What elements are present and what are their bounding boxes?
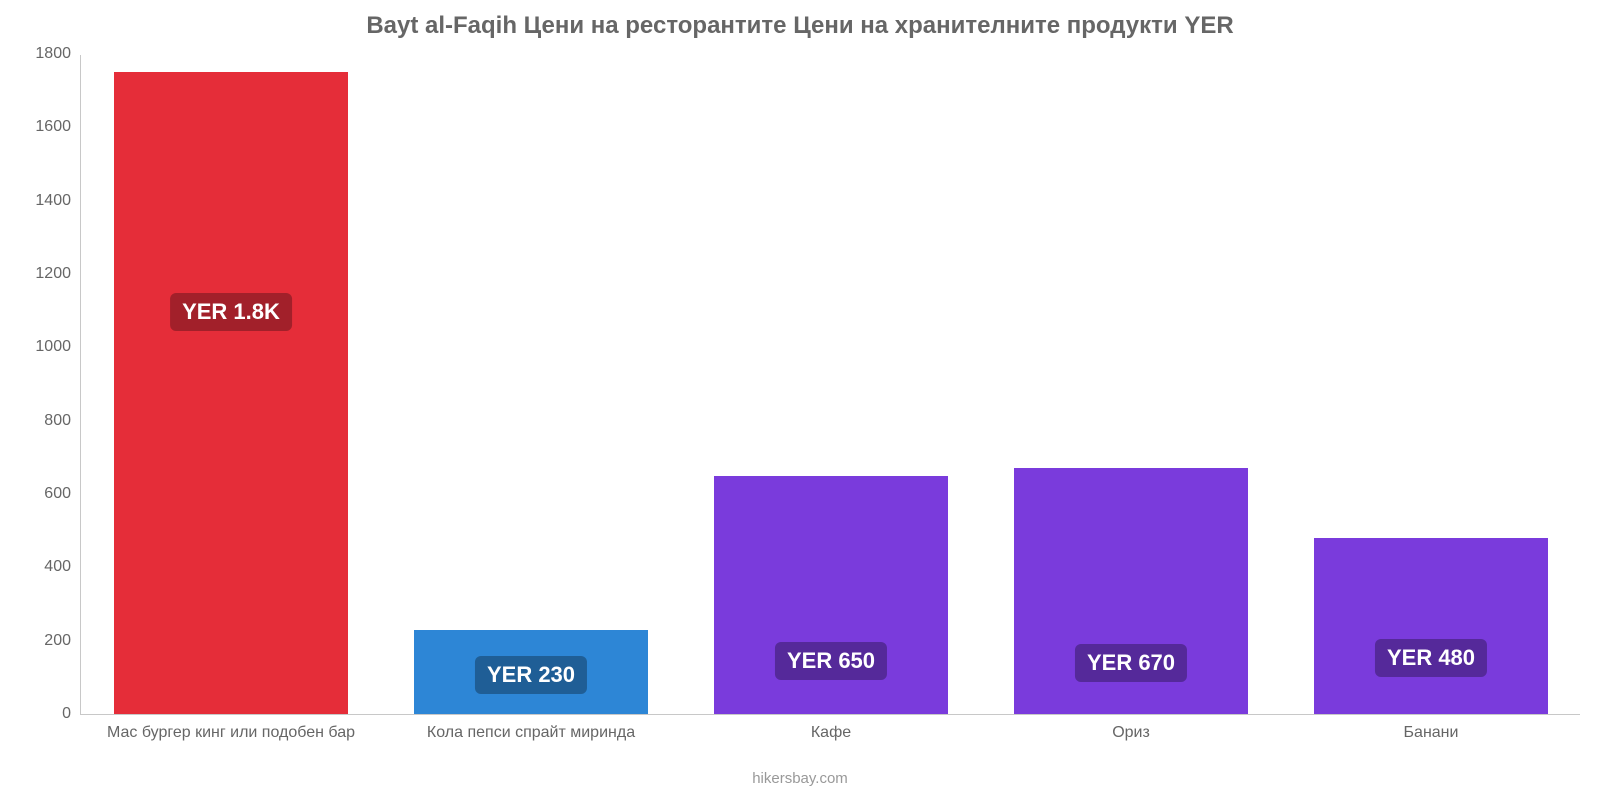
chart-title: Bayt al-Faqih Цени на ресторантите Цени … — [0, 0, 1600, 40]
chart-footer: hikersbay.com — [752, 770, 848, 787]
bar-value-label: YER 650 — [775, 642, 887, 680]
chart-container: Bayt al-Faqih Цени на ресторантите Цени … — [0, 0, 1600, 800]
x-tick: Кафе — [811, 714, 851, 742]
y-tick: 1600 — [35, 118, 81, 136]
y-tick: 1400 — [35, 192, 81, 210]
y-tick: 1800 — [35, 45, 81, 63]
y-tick: 200 — [44, 632, 81, 650]
bar-value-label: YER 230 — [475, 656, 587, 694]
y-tick: 800 — [44, 412, 81, 430]
y-tick: 600 — [44, 485, 81, 503]
x-tick: Банани — [1404, 714, 1459, 742]
bar-value-label: YER 670 — [1075, 644, 1187, 682]
y-tick: 1000 — [35, 338, 81, 356]
bar — [114, 72, 348, 714]
bar-value-label: YER 1.8K — [170, 293, 292, 331]
y-tick: 0 — [62, 705, 81, 723]
x-tick: Мас бургер кинг или подобен бар — [107, 714, 355, 742]
bar — [1314, 538, 1548, 714]
plot-area: 020040060080010001200140016001800YER 1.8… — [80, 55, 1580, 715]
x-tick: Ориз — [1112, 714, 1150, 742]
y-tick: 1200 — [35, 265, 81, 283]
x-tick: Кола пепси спрайт миринда — [427, 714, 635, 742]
y-tick: 400 — [44, 558, 81, 576]
bar-value-label: YER 480 — [1375, 639, 1487, 677]
